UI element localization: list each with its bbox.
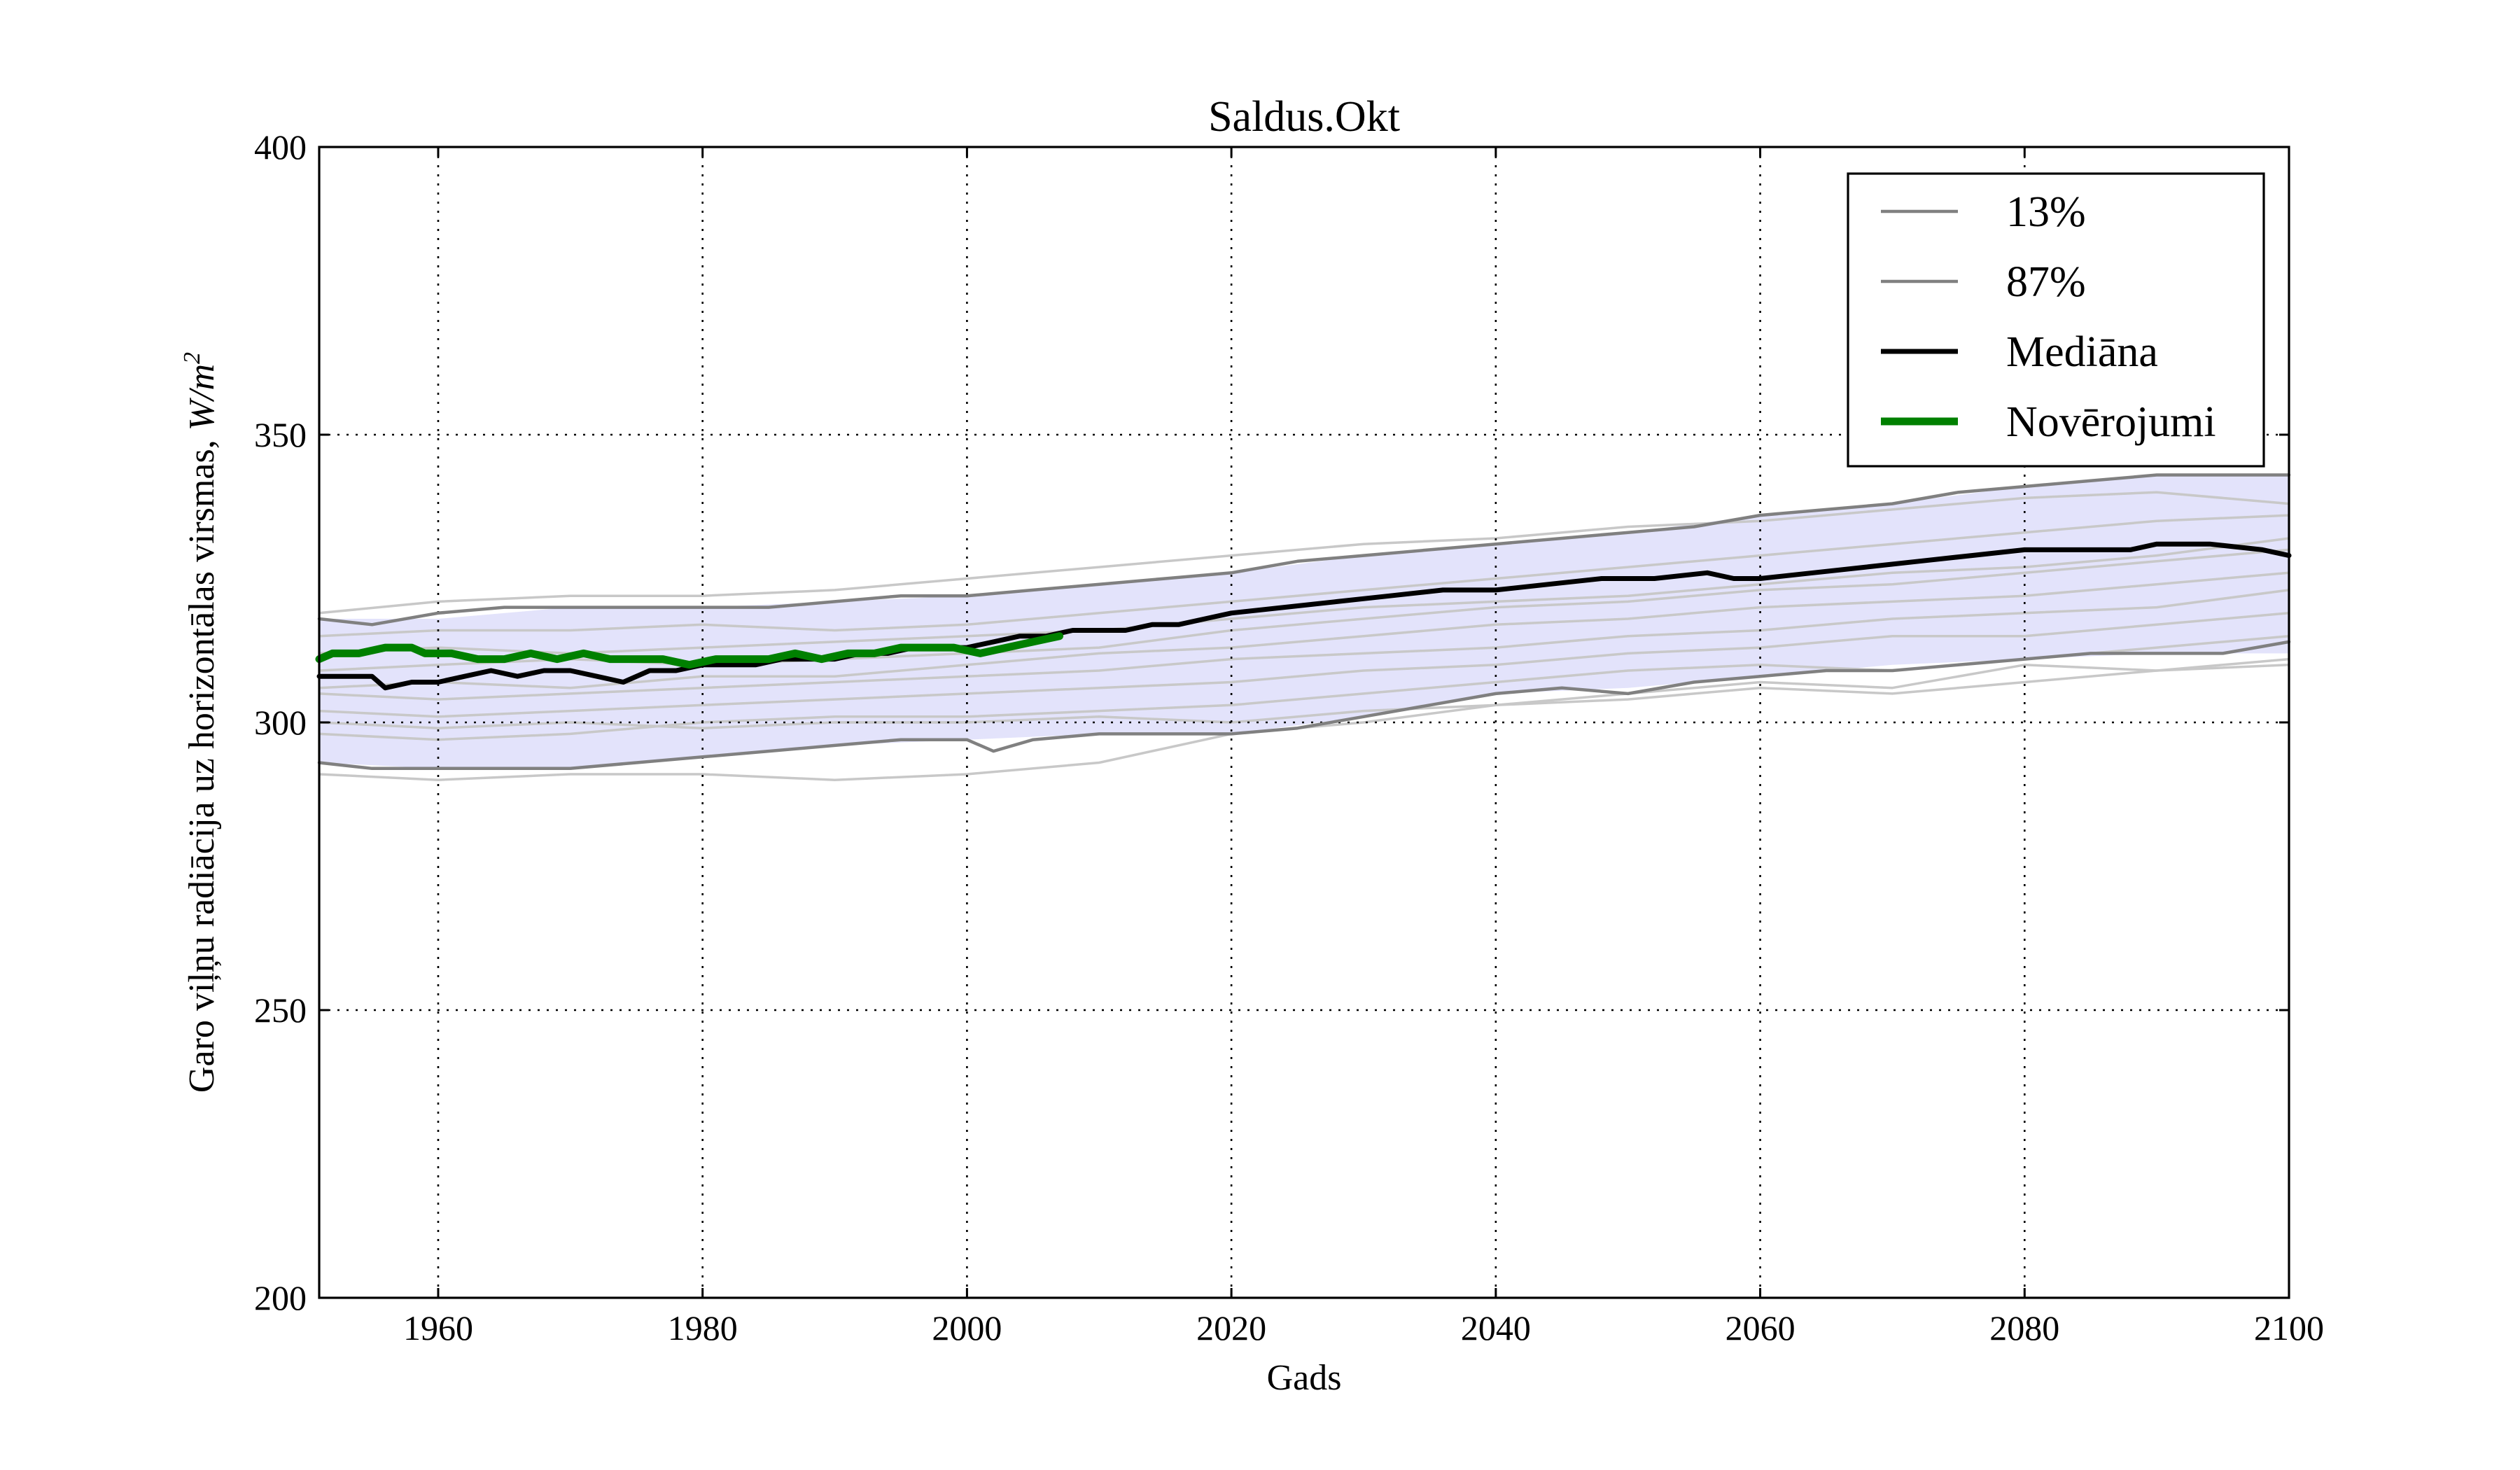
- x-tick-label: 2000: [932, 1308, 1002, 1348]
- y-axis-label-text: Garo viļņu radiācija uz horizontālas vir…: [182, 430, 222, 1093]
- legend-label-nov-rojumi: Novērojumi: [2006, 398, 2216, 446]
- legend-label-13-: 13%: [2006, 188, 2086, 236]
- ensemble-member-line-6: [318, 612, 2290, 718]
- x-tick-label: 2060: [1726, 1308, 1795, 1348]
- plot-area: [315, 147, 2292, 1298]
- x-tick-label: 1980: [668, 1308, 738, 1348]
- tick-layer: 1960 1980 2000 2020 2040 2060 2080 2100 200 250 30…: [254, 127, 2324, 1348]
- ensemble-member-line-4: [318, 537, 2290, 655]
- grid-layer: [319, 147, 2289, 1298]
- series-line-nov-rojumi: [315, 632, 1064, 669]
- percentile-band-layer: [319, 475, 2289, 769]
- ensemble-member-line-9: [318, 664, 2290, 729]
- legend-label-medi-na: Mediāna: [2006, 328, 2158, 376]
- x-tick-label: 2040: [1461, 1308, 1531, 1348]
- x-tick-label: 2080: [1989, 1308, 2059, 1348]
- ensemble-member-line-5: [318, 589, 2290, 701]
- legend-box: [1847, 172, 2265, 468]
- series-line-87-: [317, 473, 2291, 626]
- x-axis-label: Gads: [1267, 1358, 1342, 1398]
- ensemble-layer: [318, 491, 2290, 781]
- y-axis-label: Garo viļņu radiācija uz horizontālas vir…: [179, 352, 222, 1093]
- x-tick-label: 1960: [403, 1308, 473, 1348]
- y-tick-label: 400: [254, 127, 307, 167]
- legend: 13% 87% Mediāna Novērojumi: [1847, 172, 2265, 468]
- ensemble-member-line-10: [318, 571, 2290, 690]
- y-tick-label: 250: [254, 990, 307, 1030]
- x-tick-label: 2100: [2254, 1308, 2324, 1348]
- y-axis-label-unit: W/m: [182, 364, 222, 430]
- series-line-13-: [317, 640, 2291, 771]
- series-layer: [315, 473, 2292, 771]
- y-tick-label: 300: [254, 703, 307, 742]
- legend-items: 13% 87% Mediāna Novērojumi: [1881, 188, 2216, 446]
- y-tick-label: 350: [254, 415, 307, 454]
- ensemble-member-line-3: [318, 514, 2290, 638]
- x-tick-label: 2020: [1196, 1308, 1266, 1348]
- y-tick-label: 200: [254, 1278, 307, 1317]
- y-axis-label-unit-exponent: 2: [179, 352, 205, 364]
- ensemble-member-line-2: [318, 491, 2290, 615]
- chart-title: Saldus.Okt: [1208, 93, 1400, 141]
- percentile-band: [319, 475, 2289, 769]
- legend-label-87-: 87%: [2006, 258, 2086, 306]
